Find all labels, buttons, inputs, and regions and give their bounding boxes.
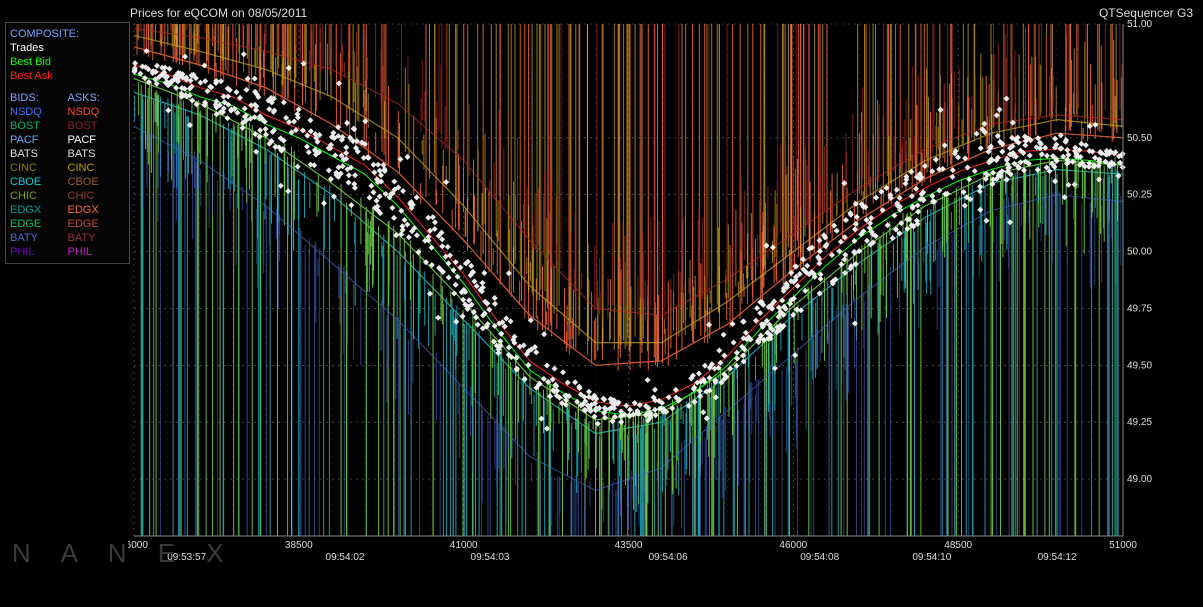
x-tick-label: 48500: [944, 540, 972, 551]
x-time-label: 09:54:10: [912, 552, 951, 563]
x-tick-label: 51000: [1109, 540, 1137, 551]
legend-exchange-ask: PACF: [68, 133, 126, 147]
y-tick-label: 51.00: [1127, 20, 1152, 30]
legend-asks-header: ASKS:: [68, 91, 126, 105]
x-tick-label: 38500: [285, 540, 313, 551]
y-tick-label: 49.50: [1127, 360, 1152, 371]
legend-trades: Trades: [10, 41, 125, 55]
legend-panel: COMPOSITE: Trades Best Bid Best Ask BIDS…: [5, 22, 130, 264]
legend-exchange-row: CBOECBOE: [10, 175, 125, 189]
y-tick-label: 50.25: [1127, 190, 1152, 201]
legend-exchange-ask: NSDQ: [68, 105, 126, 119]
legend-exchange-ask: CHIC: [68, 189, 126, 203]
x-time-label: 09:54:02: [326, 552, 365, 563]
legend-exchange-ask: EDGX: [68, 203, 126, 217]
legend-exchange-row: CHICCHIC: [10, 189, 125, 203]
x-time-label: 09:54:12: [1038, 552, 1077, 563]
chart-title-right: QTSequencer G3: [1099, 6, 1193, 20]
legend-exchange-row: EDGXEDGX: [10, 203, 125, 217]
brand-watermark: N A N E X: [12, 538, 236, 569]
app-container: Prices for eQCOM on 08/05/2011 QTSequenc…: [0, 0, 1203, 607]
legend-exchange-row: BOSTBOST: [10, 119, 125, 133]
legend-exchange-row: CINCCINC: [10, 161, 125, 175]
legend-exchange-row: BATYBATY: [10, 231, 125, 245]
legend-composite-header: COMPOSITE:: [10, 27, 125, 41]
legend-exchange-bid: CBOE: [10, 175, 68, 189]
legend-exchange-row: BATSBATS: [10, 147, 125, 161]
legend-exchange-bid: BATS: [10, 147, 68, 161]
legend-best-bid: Best Bid: [10, 55, 125, 69]
legend-exchange-row: EDGEEDGE: [10, 217, 125, 231]
x-time-label: 09:54:03: [471, 552, 510, 563]
legend-bids-header: BIDS:: [10, 91, 68, 105]
legend-exchange-bid: BOST: [10, 119, 68, 133]
title-bar: Prices for eQCOM on 08/05/2011 QTSequenc…: [0, 2, 1203, 22]
legend-exchange-row: PACFPACF: [10, 133, 125, 147]
legend-exchange-bid: PACF: [10, 133, 68, 147]
legend-exchange-ask: CBOE: [68, 175, 126, 189]
price-chart: 49.00 49.25 49.50 49.75 50.00 50.25 50.50 51.00…: [128, 20, 1163, 570]
chart-title-left: Prices for eQCOM on 08/05/2011: [130, 6, 307, 20]
legend-exchange-bid: NSDQ: [10, 105, 68, 119]
legend-exchanges: NSDQNSDQBOSTBOSTPACFPACFBATSBATSCINCCINC…: [10, 105, 125, 259]
legend-exchange-bid: EDGE: [10, 217, 68, 231]
legend-exchange-row: NSDQNSDQ: [10, 105, 125, 119]
legend-exchange-bid: CINC: [10, 161, 68, 175]
legend-exchange-ask: CINC: [68, 161, 126, 175]
x-tick-label: 46000: [779, 540, 807, 551]
x-time-label: 09:54:06: [649, 552, 688, 563]
x-tick-label: 41000: [450, 540, 478, 551]
legend-exchange-ask: EDGE: [68, 217, 126, 231]
x-time-label: 09:54:08: [800, 552, 839, 563]
legend-exchange-row: PHILPHIL: [10, 245, 125, 259]
legend-exchange-bid: PHIL: [10, 245, 68, 259]
y-tick-label: 50.50: [1127, 133, 1152, 144]
legend-best-ask: Best Ask: [10, 69, 125, 83]
legend-exchange-bid: EDGX: [10, 203, 68, 217]
legend-exchange-bid: CHIC: [10, 189, 68, 203]
legend-exchange-ask: BATS: [68, 147, 126, 161]
y-tick-label: 49.25: [1127, 417, 1152, 428]
y-tick-label: 49.00: [1127, 474, 1152, 485]
x-tick-label: 43500: [615, 540, 643, 551]
legend-exchange-bid: BATY: [10, 231, 68, 245]
y-tick-label: 50.00: [1127, 247, 1152, 258]
legend-exchange-ask: BOST: [68, 119, 126, 133]
legend-exchange-ask: PHIL: [68, 245, 126, 259]
y-tick-label: 49.75: [1127, 303, 1152, 314]
legend-exchange-ask: BATY: [68, 231, 126, 245]
